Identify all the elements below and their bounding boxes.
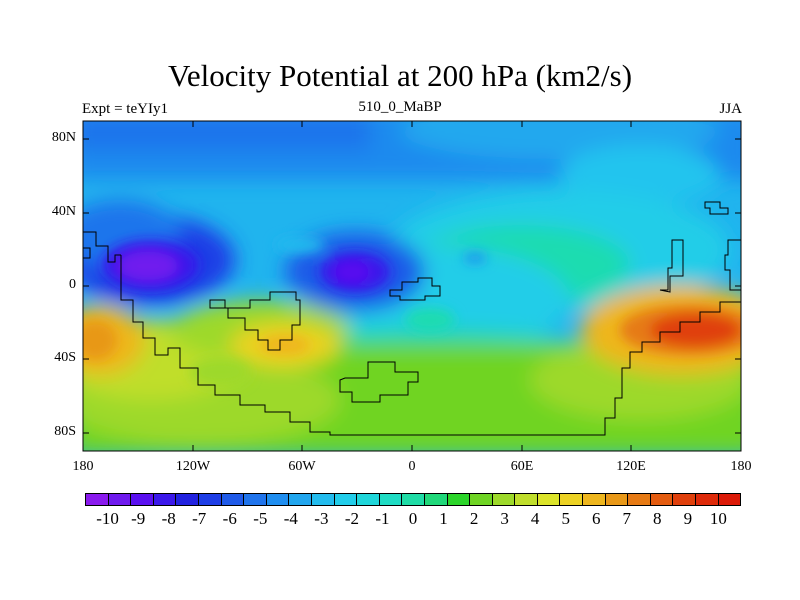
colorbar-swatch	[198, 494, 222, 505]
colorbar-label: -6	[222, 509, 237, 528]
y-tick-label: 0	[69, 277, 76, 292]
x-tick-label: 180	[730, 459, 752, 474]
colorbar-swatch	[718, 494, 741, 505]
axis-ticks	[82, 121, 742, 451]
colorbar-swatch	[289, 494, 312, 505]
colorbar-swatch	[266, 494, 290, 505]
y-tick-label: 80N	[51, 130, 76, 145]
colorbar-swatch	[424, 494, 448, 505]
colorbar-swatch	[379, 494, 403, 505]
x-tick-label: 0	[408, 459, 416, 474]
colorbar-label: 2	[469, 509, 479, 528]
colorbar-swatch	[221, 494, 245, 505]
x-tick-label: 180	[72, 459, 94, 474]
colorbar-label: 6	[591, 509, 601, 528]
colorbar-swatch	[334, 494, 358, 505]
colorbar-label: -1	[375, 509, 390, 528]
colorbar-swatch	[470, 494, 493, 505]
colorbar-label: -10	[96, 509, 119, 528]
colorbar-label: 7	[622, 509, 632, 528]
colorbar-swatch	[583, 494, 606, 505]
colorbar-swatch	[86, 494, 109, 505]
colorbar-label: -8	[161, 509, 176, 528]
colorbar-label: 10	[709, 509, 727, 528]
colorbar-swatch	[628, 494, 651, 505]
run-label: 510_0_MaBP	[358, 99, 442, 115]
colorbar-label: -5	[253, 509, 268, 528]
colorbar-label: -2	[344, 509, 359, 528]
colorbar-swatch	[673, 494, 697, 505]
x-tick-label: 120W	[175, 459, 211, 474]
colorbar-label: -7	[192, 509, 207, 528]
y-tick-label: 40S	[54, 350, 76, 365]
colorbar	[85, 493, 741, 506]
colorbar-label: 1	[439, 509, 448, 528]
x-tick-label: 60W	[288, 459, 316, 474]
x-tick-label: 120E	[616, 459, 646, 474]
colorbar-swatch	[492, 494, 516, 505]
colorbar-swatch	[560, 494, 584, 505]
experiment-label: Expt = teYIy1	[82, 101, 168, 117]
colorbar-swatch	[447, 494, 471, 505]
colorbar-label: -3	[314, 509, 329, 528]
colorbar-swatch	[244, 494, 267, 505]
season-label: JJA	[719, 101, 742, 117]
colorbar-swatch	[537, 494, 561, 505]
y-tick-label: 80S	[54, 424, 76, 439]
colorbar-label: 5	[561, 509, 570, 528]
colorbar-label: 3	[500, 509, 509, 528]
colorbar-swatch	[515, 494, 538, 505]
colorbar-label: 0	[408, 509, 418, 528]
colorbar-label: 8	[653, 509, 662, 528]
colorbar-swatch	[402, 494, 425, 505]
map-title: Velocity Potential at 200 hPa (km2/s)	[167, 58, 633, 93]
colorbar-swatch	[153, 494, 177, 505]
colorbar-swatch	[696, 494, 719, 505]
coastlines	[83, 201, 741, 436]
colorbar-swatch	[108, 494, 132, 505]
y-tick-label: 40N	[51, 204, 76, 219]
colorbar-label: -4	[283, 509, 298, 528]
velocity-potential-field	[83, 121, 741, 451]
x-tick-label: 60E	[510, 459, 534, 474]
colorbar-label: 9	[683, 509, 693, 528]
colorbar-swatch	[131, 494, 154, 505]
colorbar-label: -9	[131, 509, 146, 528]
colorbar-swatch	[176, 494, 199, 505]
colorbar-swatch	[650, 494, 674, 505]
colorbar-label: 4	[530, 509, 540, 528]
colorbar-swatch	[605, 494, 629, 505]
colorbar-swatch	[357, 494, 380, 505]
colorbar-swatch	[311, 494, 335, 505]
